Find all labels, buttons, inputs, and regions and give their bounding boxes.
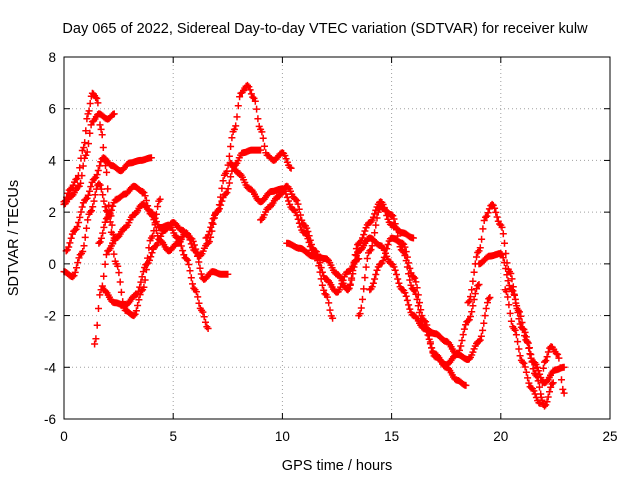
series-marks bbox=[226, 159, 337, 322]
series-track-8 bbox=[202, 81, 295, 242]
y-tick-label: 4 bbox=[48, 153, 56, 168]
axis-ticks: 0 5 10 15 20 25 -6 -4 -2 0 2 4 6 8 bbox=[44, 50, 618, 444]
series-marks bbox=[91, 200, 212, 348]
series-marks bbox=[62, 154, 155, 255]
series-marks bbox=[257, 182, 363, 296]
series-marks bbox=[501, 286, 568, 407]
data-marks bbox=[60, 81, 568, 410]
x-axis-label: GPS time / hours bbox=[282, 458, 392, 474]
y-axis-label: SDTVAR / TECUs bbox=[6, 180, 22, 296]
x-tick-label: 5 bbox=[169, 429, 177, 444]
y-tick-label: 8 bbox=[48, 50, 56, 65]
y-tick-label: 0 bbox=[48, 257, 56, 272]
series-track-16 bbox=[475, 250, 568, 387]
series-marks bbox=[99, 146, 265, 309]
series-track-17 bbox=[501, 286, 568, 407]
y-tick-label: -6 bbox=[44, 412, 56, 427]
series-track-14 bbox=[366, 234, 483, 369]
y-tick-label: -2 bbox=[44, 309, 56, 324]
series-track-5 bbox=[91, 200, 212, 348]
x-tick-label: 20 bbox=[493, 429, 508, 444]
x-tick-label: 0 bbox=[60, 429, 68, 444]
x-tick-label: 10 bbox=[275, 429, 290, 444]
series-marks bbox=[366, 234, 483, 369]
y-tick-label: 6 bbox=[48, 102, 56, 117]
plot-frame bbox=[63, 56, 611, 420]
x-tick-label: 15 bbox=[384, 429, 399, 444]
series-marks bbox=[202, 81, 295, 242]
series-track-9 bbox=[226, 159, 337, 322]
series-track-7 bbox=[99, 146, 265, 309]
grid bbox=[64, 57, 610, 419]
series-track-2 bbox=[62, 154, 155, 255]
x-tick-label: 25 bbox=[602, 429, 617, 444]
series-track-10 bbox=[257, 182, 363, 296]
chart-title: Day 065 of 2022, Sidereal Day-to-day VTE… bbox=[62, 21, 588, 37]
y-tick-label: -4 bbox=[44, 360, 56, 375]
series-marks bbox=[475, 250, 568, 387]
y-tick-label: 2 bbox=[48, 205, 56, 220]
